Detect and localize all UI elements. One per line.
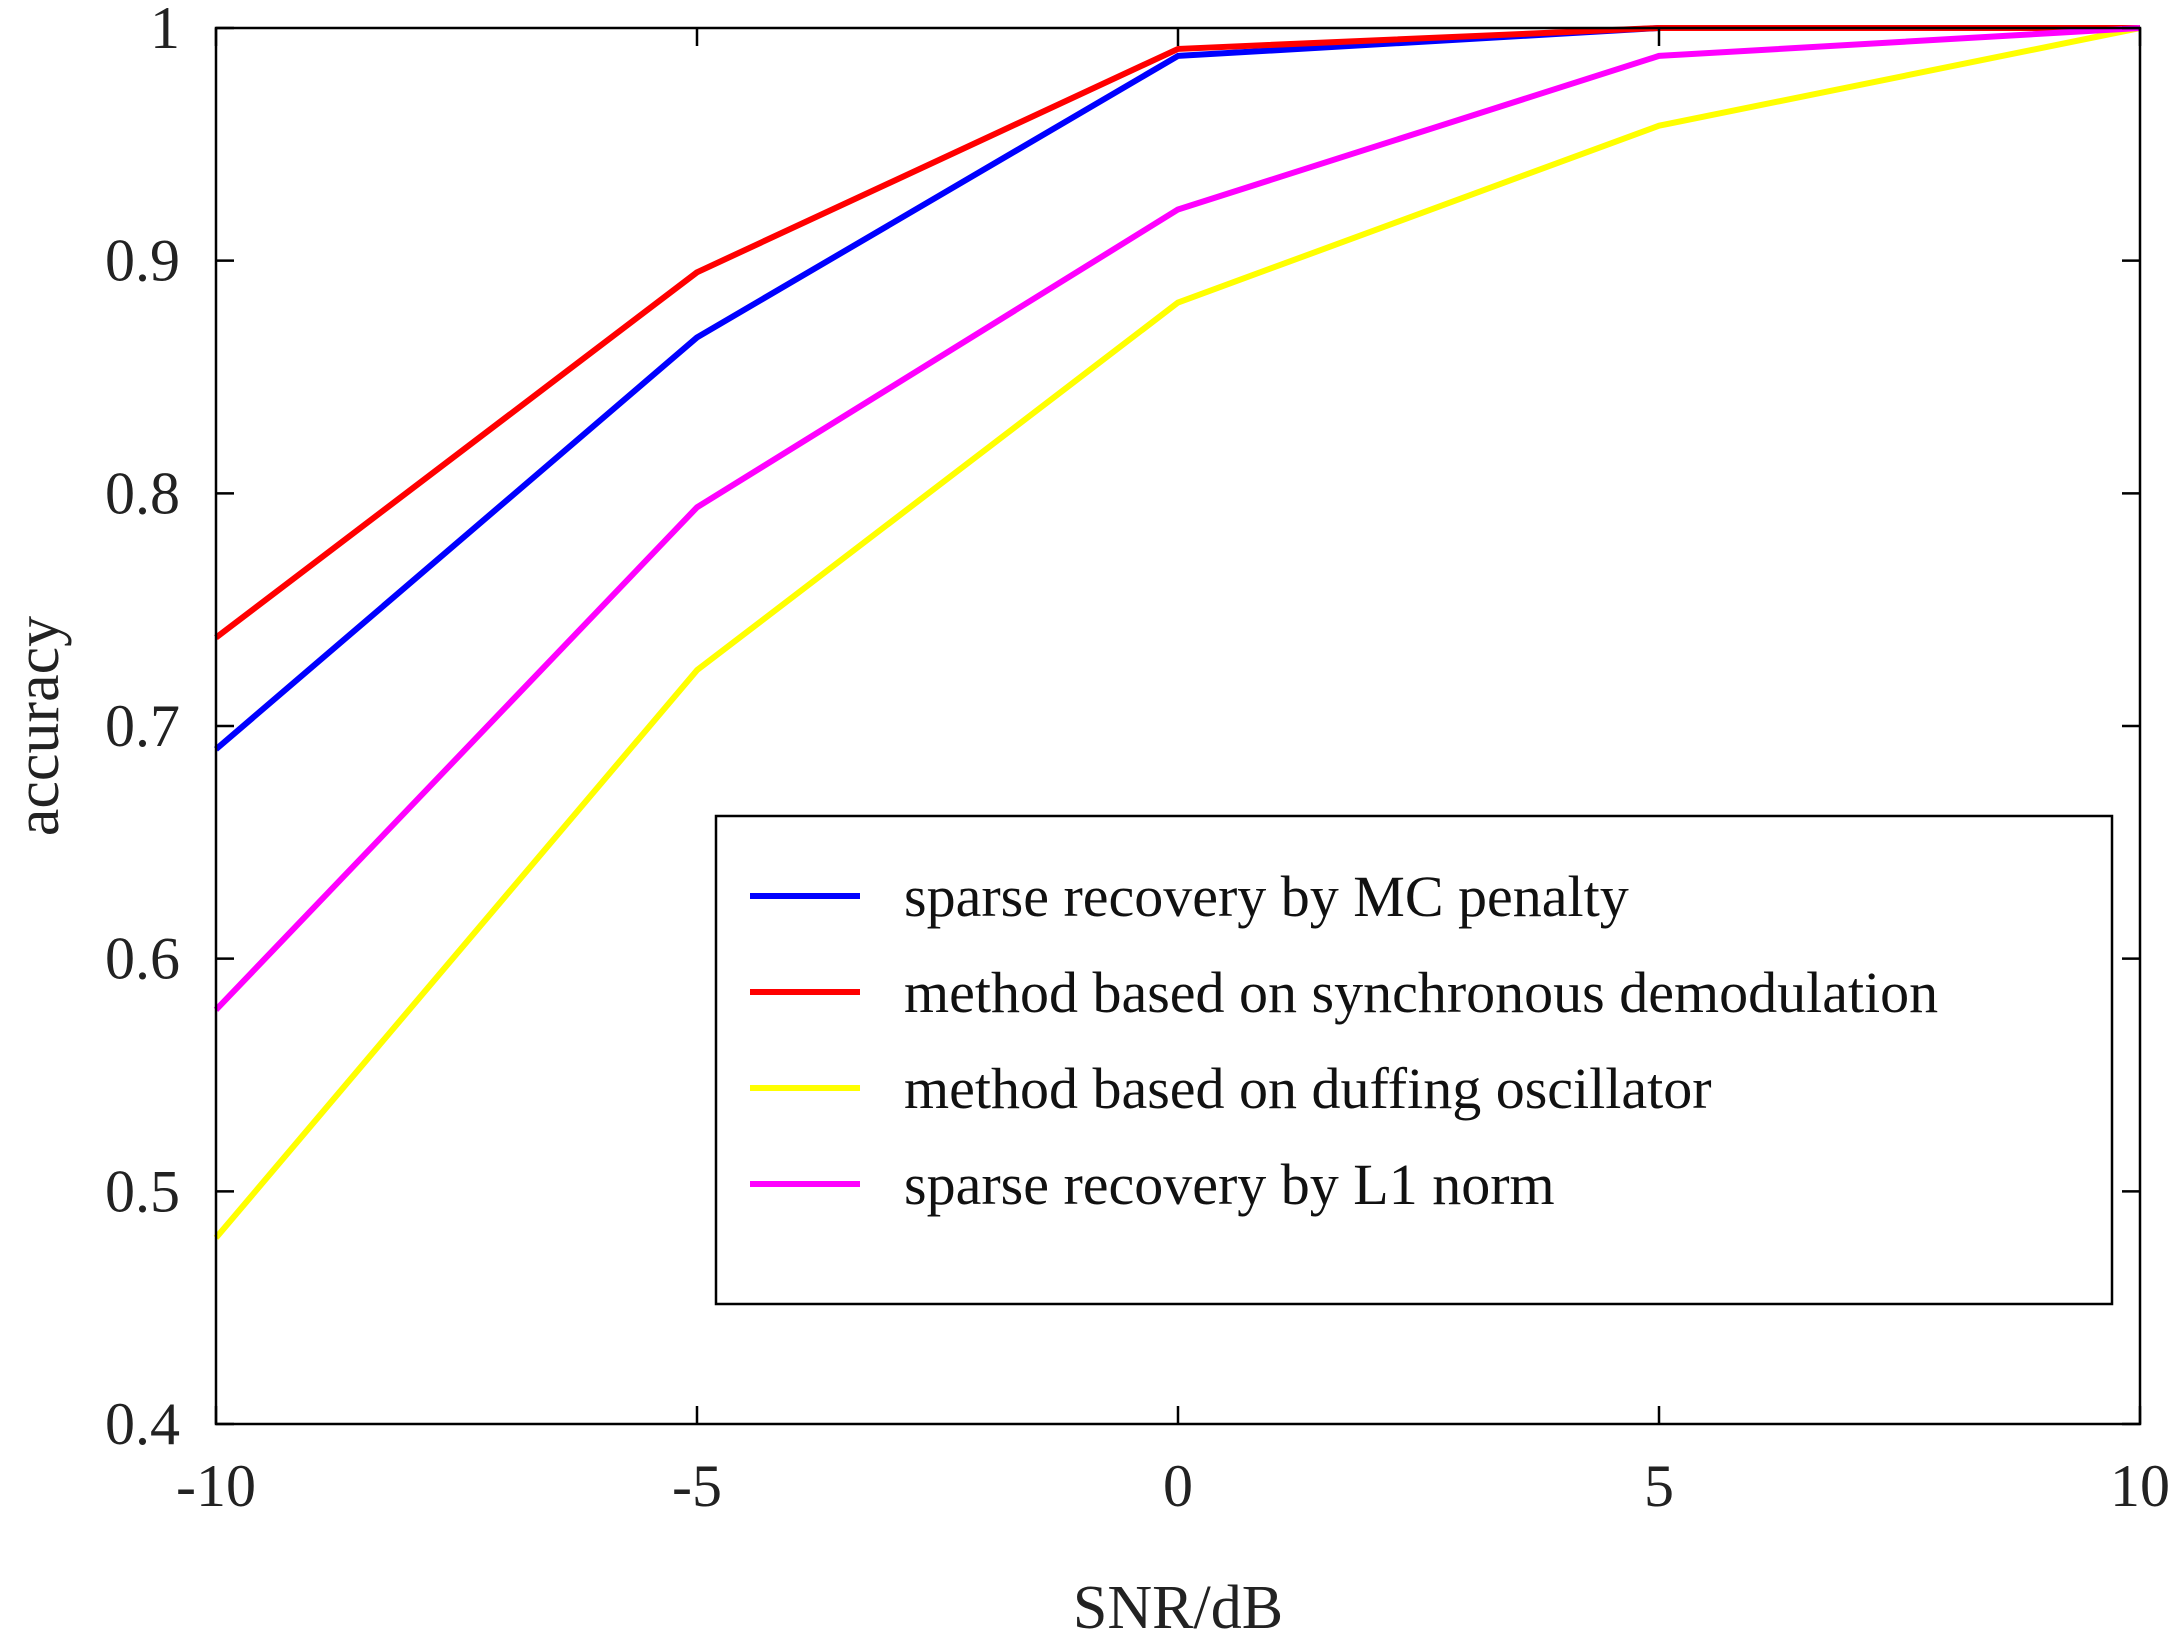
y-tick-labels: 0.4 0.5 0.6 0.7 0.8 0.9 1 <box>105 0 180 1457</box>
legend-label-2: method based on duffing oscillator <box>904 1056 1712 1121</box>
x-tick-labels: -10 -5 0 5 10 <box>176 1453 2170 1519</box>
legend-label-3: sparse recovery by L1 norm <box>904 1152 1555 1217</box>
x-tick-label: 10 <box>2110 1453 2170 1519</box>
y-tick-label: 0.6 <box>105 926 180 992</box>
x-tick-label: 5 <box>1644 1453 1674 1519</box>
y-tick-label: 0.4 <box>105 1391 180 1457</box>
y-tick-label: 0.7 <box>105 693 180 759</box>
y-axis-title: accuracy <box>4 616 72 836</box>
tick-layer <box>214 26 2142 1426</box>
x-axis-title: SNR/dB <box>1073 1574 1283 1642</box>
legend-label-1: method based on synchronous demodulation <box>904 960 1938 1025</box>
x-tick-label: -5 <box>672 1453 722 1519</box>
legend-label-0: sparse recovery by MC penalty <box>904 864 1629 929</box>
y-tick-label: 0.8 <box>105 460 180 526</box>
series-line-2 <box>213 25 2141 1240</box>
x-tick-label: 0 <box>1163 1453 1193 1519</box>
x-tick-label: -10 <box>176 1453 256 1519</box>
y-tick-label: 0.5 <box>105 1158 180 1224</box>
y-tick-label: 0.9 <box>105 228 180 294</box>
legend-entries: sparse recovery by MC penalty method base… <box>750 864 1938 1217</box>
legend: sparse recovery by MC penalty method base… <box>714 814 2114 1306</box>
series-line-3 <box>213 25 2141 1012</box>
y-tick-label: 1 <box>150 0 180 61</box>
legend-box <box>714 814 2114 1306</box>
